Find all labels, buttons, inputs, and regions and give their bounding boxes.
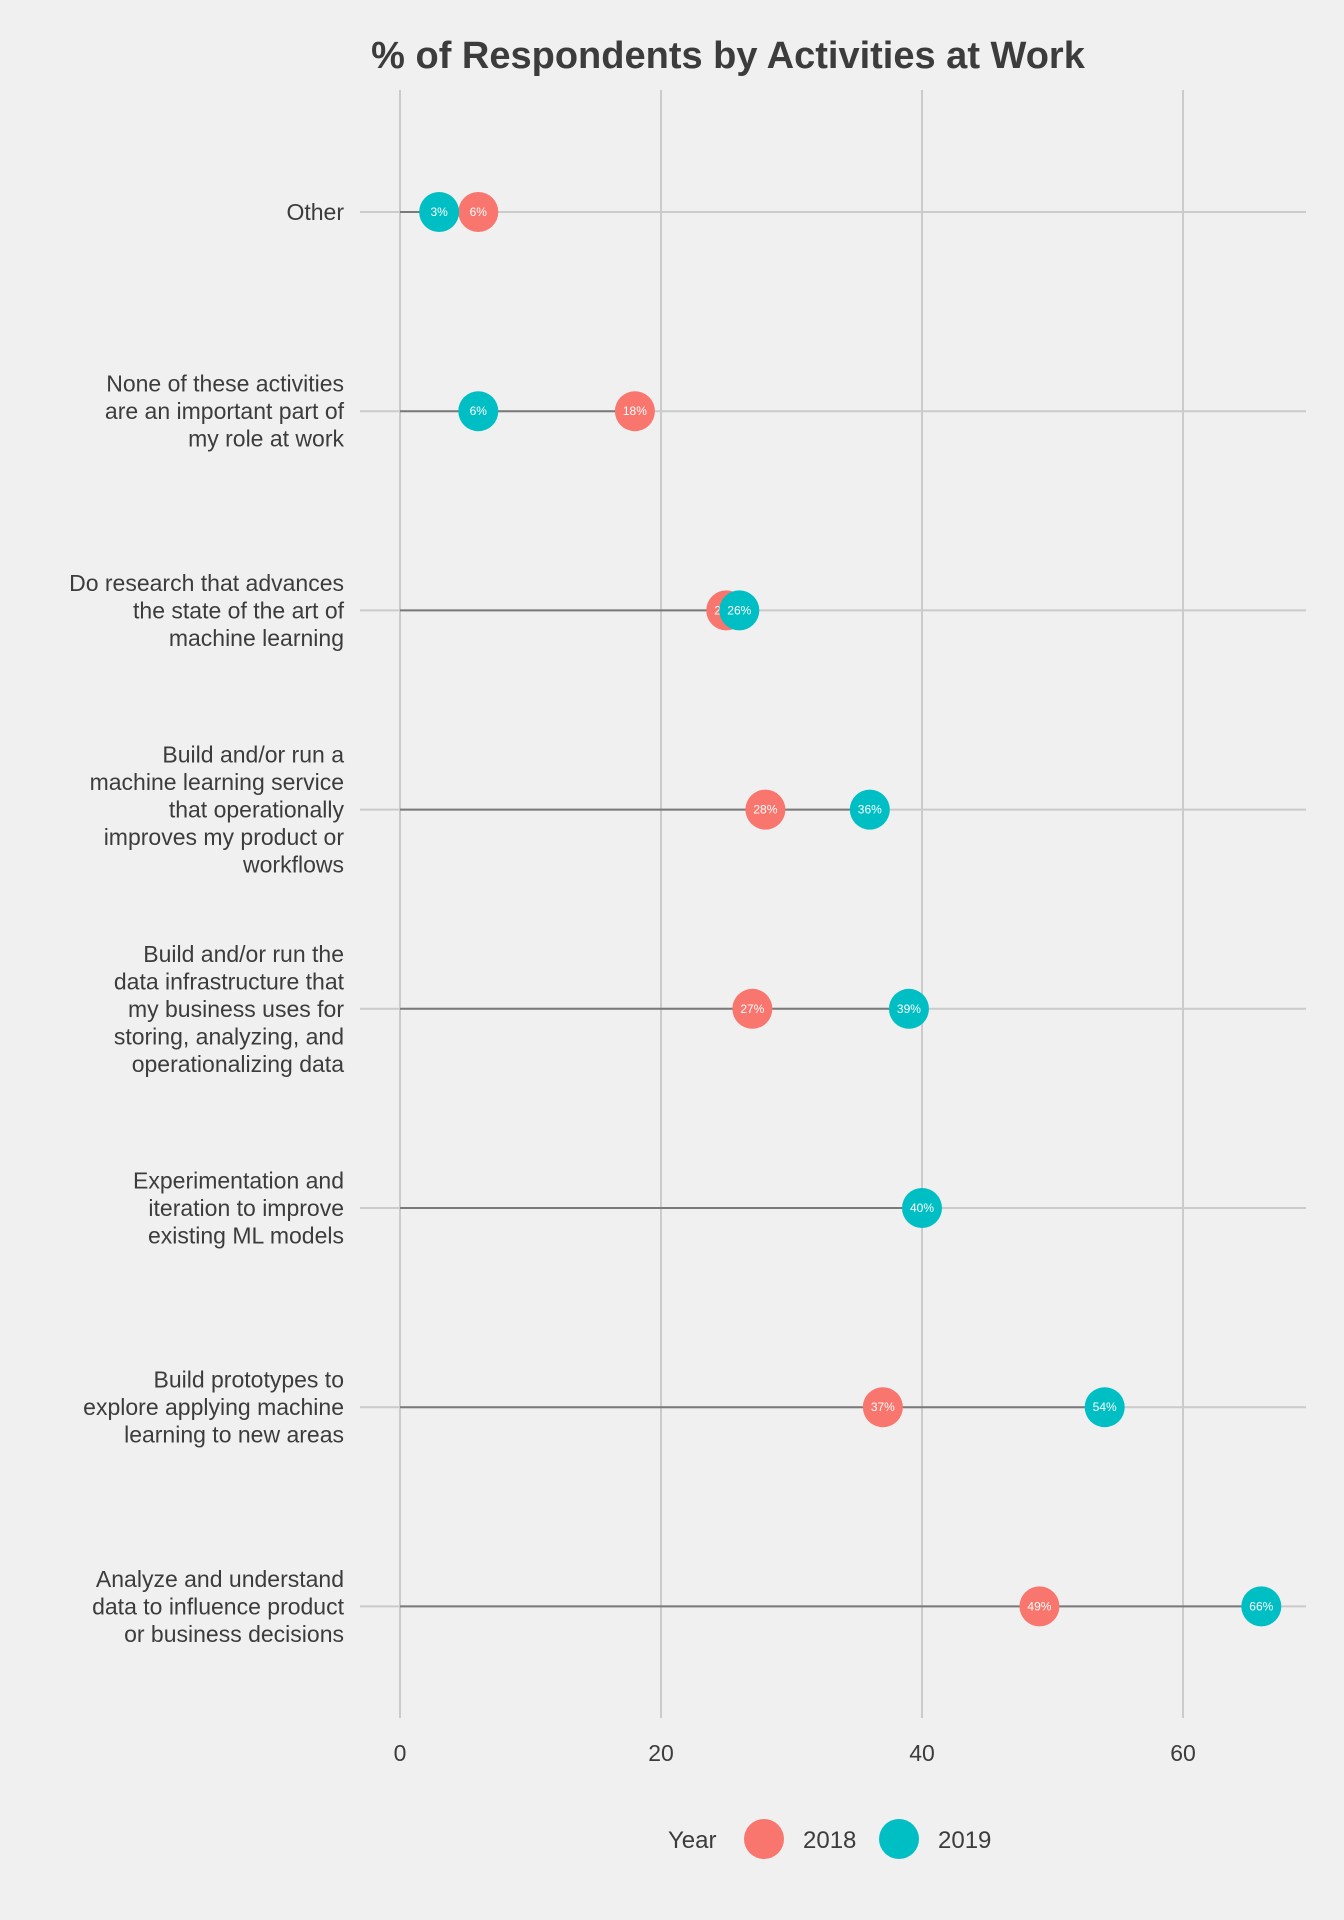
category-label-line: that operationally bbox=[169, 797, 345, 823]
point-marker bbox=[1019, 1586, 1060, 1627]
category-labels: Other None of these activities are an impo… bbox=[69, 199, 344, 1647]
category-label-line: storing, analyzing, and bbox=[114, 1023, 344, 1049]
grid-layer bbox=[360, 90, 1306, 1718]
category-label-line: Build prototypes to bbox=[153, 1367, 344, 1393]
category-label-line: explore applying machine bbox=[83, 1394, 344, 1420]
x-tick-label: 60 bbox=[1170, 1740, 1196, 1766]
category-label: Other bbox=[286, 199, 344, 225]
category-label-line: Experimentation and bbox=[133, 1168, 344, 1194]
category-label: Experimentation and iteration to improve e… bbox=[133, 1168, 344, 1249]
point-value-label: 66% bbox=[1249, 1599, 1273, 1613]
point-marker bbox=[458, 391, 499, 432]
point-2019: 39% bbox=[888, 988, 929, 1029]
point-2019: 66% bbox=[1241, 1586, 1282, 1627]
category-label-line: improves my product or bbox=[104, 824, 345, 850]
category-label-line: my business uses for bbox=[128, 996, 344, 1022]
category-label-line: machine learning bbox=[169, 625, 344, 651]
category-label-line: Build and/or run the bbox=[143, 941, 344, 967]
category-label-line: existing ML models bbox=[148, 1223, 344, 1249]
category-label-line: data infrastructure that bbox=[114, 968, 345, 994]
point-value-label: 54% bbox=[1093, 1400, 1117, 1414]
category-label: Analyze and understand data to influence … bbox=[92, 1566, 345, 1647]
point-2018: 27% bbox=[732, 988, 773, 1029]
point-marker bbox=[419, 192, 460, 232]
legend-item-2019: 2019 bbox=[879, 1819, 991, 1859]
category-label-line: Analyze and understand bbox=[96, 1566, 344, 1592]
point-2019: 26% bbox=[719, 590, 760, 631]
legend-label: 2019 bbox=[938, 1827, 991, 1854]
point-value-label: 28% bbox=[753, 803, 777, 817]
point-value-label: 6% bbox=[470, 404, 488, 418]
chart-title: % of Respondents by Activities at Work bbox=[371, 35, 1086, 77]
point-2018: 18% bbox=[614, 391, 655, 432]
point-value-label: 18% bbox=[623, 404, 647, 418]
point-2019: 3% bbox=[419, 192, 460, 232]
point-value-label: 49% bbox=[1027, 1599, 1051, 1613]
point-value-label: 36% bbox=[858, 803, 882, 817]
point-2019: 40% bbox=[902, 1188, 942, 1228]
legend-item-2018: 2018 bbox=[744, 1819, 856, 1859]
category-label-line: None of these activities bbox=[106, 371, 344, 397]
segment-layer bbox=[400, 211, 1262, 1608]
point-marker bbox=[862, 1387, 903, 1428]
x-tick-label: 20 bbox=[648, 1740, 674, 1766]
point-marker bbox=[614, 391, 655, 432]
category-label: Build and/or run the data infrastructure … bbox=[114, 941, 345, 1077]
point-marker bbox=[732, 988, 773, 1029]
legend: Year 2018 2019 bbox=[668, 1819, 991, 1859]
point-value-label: 26% bbox=[727, 603, 751, 617]
legend-swatch bbox=[879, 1819, 919, 1859]
point-value-label: 40% bbox=[910, 1201, 934, 1215]
point-value-label: 39% bbox=[897, 1002, 921, 1016]
category-label: Build prototypes to explore applying mach… bbox=[83, 1367, 344, 1448]
legend-label: 2018 bbox=[803, 1827, 856, 1854]
point-layer: 6%3%18%6%25%26%28%36%27%39%40%37%54%49%6… bbox=[419, 192, 1282, 1627]
category-label-line: my role at work bbox=[188, 426, 344, 452]
category-label-line: data to influence product bbox=[92, 1593, 345, 1619]
category-label-line: iteration to improve bbox=[148, 1195, 344, 1221]
category-label-line: or business decisions bbox=[124, 1621, 344, 1647]
point-2018: 6% bbox=[458, 192, 499, 232]
point-2019: 54% bbox=[1084, 1387, 1125, 1428]
point-marker bbox=[902, 1188, 942, 1228]
category-label-line: workflows bbox=[242, 852, 344, 878]
x-axis-ticks: 0 20 40 60 bbox=[394, 1740, 1196, 1766]
point-2019: 6% bbox=[458, 391, 499, 432]
point-marker bbox=[719, 590, 760, 631]
category-label-line: learning to new areas bbox=[124, 1422, 344, 1448]
point-2018: 37% bbox=[862, 1387, 903, 1428]
point-marker bbox=[458, 192, 499, 232]
point-2018: 28% bbox=[745, 789, 786, 830]
category-label-line: machine learning service bbox=[90, 769, 344, 795]
category-label: None of these activities are an important… bbox=[105, 371, 345, 452]
point-marker bbox=[888, 988, 929, 1029]
x-tick-label: 40 bbox=[909, 1740, 935, 1766]
legend-title: Year bbox=[668, 1827, 717, 1854]
category-label-line: Build and/or run a bbox=[162, 742, 344, 768]
category-label-line: operationalizing data bbox=[132, 1051, 344, 1077]
category-label-line: Other bbox=[286, 199, 344, 225]
point-marker bbox=[1241, 1586, 1282, 1627]
point-value-label: 27% bbox=[740, 1002, 764, 1016]
category-label-line: are an important part of bbox=[105, 398, 345, 424]
point-marker bbox=[1084, 1387, 1125, 1428]
point-value-label: 6% bbox=[470, 205, 488, 219]
category-label: Do research that advances the state of th… bbox=[69, 570, 344, 651]
category-label-line: Do research that advances bbox=[69, 570, 344, 596]
point-marker bbox=[849, 789, 890, 830]
point-value-label: 37% bbox=[871, 1400, 895, 1414]
point-2018: 49% bbox=[1019, 1586, 1060, 1627]
x-tick-label: 0 bbox=[394, 1740, 407, 1766]
category-label-line: the state of the art of bbox=[133, 597, 345, 623]
point-marker bbox=[745, 789, 786, 830]
point-value-label: 3% bbox=[430, 205, 448, 219]
legend-swatch bbox=[744, 1819, 784, 1859]
category-label: Build and/or run a machine learning servi… bbox=[90, 742, 345, 878]
point-2019: 36% bbox=[849, 789, 890, 830]
